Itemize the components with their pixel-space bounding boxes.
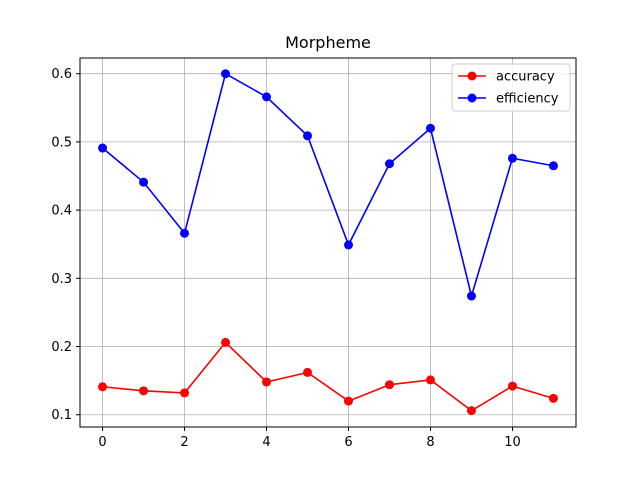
efficiency-point <box>548 161 558 171</box>
accuracy-point <box>180 388 190 398</box>
accuracy-point <box>139 386 149 396</box>
accuracy-line <box>102 341 554 412</box>
efficiency-point <box>139 177 149 187</box>
efficiency-point <box>262 92 272 102</box>
x-tick-label: 4 <box>262 435 270 450</box>
efficiency-point <box>180 228 190 238</box>
accuracy-point <box>425 375 435 385</box>
y-tick-label: 0.1 <box>51 408 72 423</box>
legend-swatch-marker <box>467 71 477 81</box>
grid <box>80 58 576 427</box>
efficiency-point <box>425 123 435 133</box>
efficiency-point <box>384 159 394 169</box>
efficiency-point <box>507 153 517 163</box>
y-tick-label: 0.5 <box>51 135 72 150</box>
y-tick-label: 0.4 <box>51 204 72 219</box>
series-layer <box>98 69 558 416</box>
efficiency-point <box>343 240 353 250</box>
accuracy-point <box>262 377 272 387</box>
y-tick-label: 0.3 <box>51 272 72 287</box>
chart-title: Morpheme <box>285 33 371 52</box>
x-tick-label: 10 <box>504 435 521 450</box>
y-tick-label: 0.2 <box>51 340 72 355</box>
x-tick-label: 6 <box>344 435 352 450</box>
x-tick-label: 8 <box>426 435 434 450</box>
accuracy-point <box>221 337 231 347</box>
legend-label: efficiency <box>496 92 559 107</box>
plot-frame <box>79 57 577 428</box>
legend-swatch-marker <box>467 93 477 103</box>
accuracy-point <box>343 396 353 406</box>
legend-label: accuracy <box>496 70 555 85</box>
legend: accuracy efficiency <box>451 63 571 112</box>
accuracy-point <box>98 382 108 392</box>
y-tick-label: 0.6 <box>51 67 72 82</box>
efficiency-line <box>102 72 554 300</box>
axis-ticks: 0 2 4 6 8 10 0.1 0.2 0.3 0.4 0.5 0.6 <box>51 67 520 450</box>
accuracy-point <box>507 381 517 391</box>
accuracy-point <box>466 406 476 416</box>
x-tick-label: 0 <box>98 435 106 450</box>
accuracy-point <box>384 380 394 390</box>
accuracy-point <box>303 367 313 377</box>
efficiency-point <box>303 131 313 141</box>
x-tick-label: 2 <box>180 435 188 450</box>
efficiency-point <box>466 291 476 301</box>
efficiency-point <box>98 143 108 153</box>
efficiency-point <box>221 69 231 79</box>
accuracy-point <box>548 393 558 403</box>
